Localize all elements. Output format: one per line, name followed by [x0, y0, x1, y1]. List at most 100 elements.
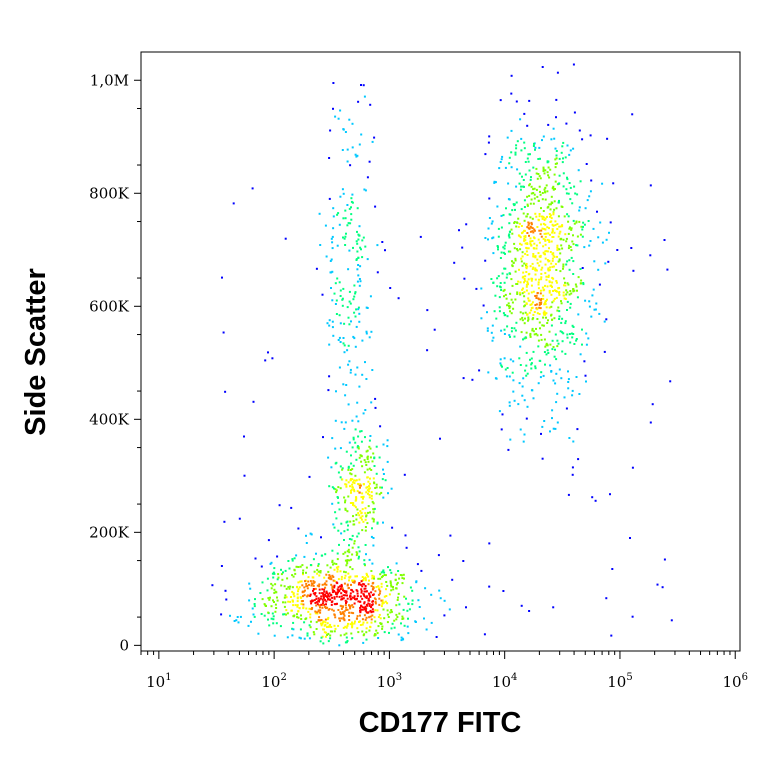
event-point [537, 158, 540, 160]
event-point [351, 485, 354, 488]
event-point [345, 479, 348, 482]
event-point [563, 297, 566, 300]
event-point [519, 311, 522, 314]
event-point [335, 491, 338, 494]
event-point [358, 234, 361, 237]
event-point [495, 377, 498, 380]
event-point [501, 272, 504, 275]
event-point [355, 155, 358, 158]
event-point [363, 601, 366, 604]
event-point [605, 318, 608, 321]
event-point [547, 232, 550, 235]
event-point [295, 554, 298, 557]
event-point [564, 322, 567, 325]
event-point [537, 218, 540, 221]
event-point [565, 188, 568, 191]
event-point [363, 595, 366, 597]
event-point [366, 458, 369, 460]
event-point [346, 584, 349, 587]
event-point [578, 209, 581, 212]
event-point [355, 513, 358, 516]
event-point [544, 239, 547, 242]
event-point [296, 593, 299, 596]
event-point [359, 611, 362, 614]
event-point [259, 592, 262, 594]
event-point [354, 441, 357, 444]
event-point [511, 265, 514, 268]
event-point [523, 262, 526, 265]
event-point [299, 565, 302, 568]
event-point [514, 257, 517, 260]
event-point [345, 483, 348, 486]
event-point [340, 578, 343, 581]
event-point [392, 588, 395, 591]
event-point [360, 590, 363, 593]
event-point [358, 514, 361, 517]
event-point [545, 232, 548, 235]
event-point [571, 202, 574, 205]
event-point [559, 225, 562, 228]
event-point [367, 597, 370, 600]
event-point [373, 465, 376, 467]
event-point [396, 616, 399, 618]
event-point [380, 599, 383, 602]
event-point [331, 235, 334, 238]
event-point [339, 611, 342, 614]
event-point [532, 255, 535, 258]
event-point [551, 265, 554, 268]
event-point [344, 604, 347, 607]
event-point [354, 291, 357, 294]
event-point [281, 578, 284, 581]
event-point [550, 240, 553, 243]
event-point [520, 225, 523, 227]
event-point [546, 298, 548, 301]
event-point [353, 482, 356, 485]
event-point [367, 511, 369, 514]
event-point [631, 615, 634, 618]
event-point [508, 375, 511, 378]
event-point [534, 267, 537, 270]
event-point [560, 205, 563, 208]
event-point [502, 251, 505, 254]
event-point [518, 268, 520, 271]
event-point [366, 621, 369, 624]
event-point [371, 517, 374, 520]
event-point [526, 405, 529, 408]
event-point [350, 632, 353, 635]
event-point [364, 409, 367, 411]
event-point [382, 569, 385, 572]
event-point [381, 599, 384, 602]
event-point [510, 92, 513, 95]
event-point [544, 363, 546, 366]
event-point [268, 624, 271, 627]
event-point [369, 295, 372, 298]
event-point [519, 188, 522, 191]
event-point [395, 583, 398, 586]
event-point [354, 373, 357, 376]
event-point [343, 539, 345, 541]
event-point [382, 496, 385, 499]
event-point [311, 576, 314, 579]
event-point [312, 631, 315, 634]
event-point [493, 310, 496, 313]
event-point [326, 592, 328, 595]
event-point [544, 243, 547, 246]
event-point [573, 222, 576, 225]
event-point [575, 338, 578, 340]
event-point [522, 212, 525, 215]
event-point [565, 289, 568, 292]
event-point [537, 345, 540, 348]
event-point [545, 342, 548, 345]
event-point [582, 282, 585, 284]
event-point [324, 586, 327, 589]
event-point [318, 212, 321, 215]
event-point [382, 473, 385, 475]
event-point [332, 107, 334, 110]
event-point [585, 380, 587, 383]
event-point [373, 577, 375, 580]
event-point [530, 198, 533, 201]
event-point [502, 312, 505, 315]
event-point [566, 213, 569, 216]
event-point [330, 237, 333, 240]
event-point [651, 403, 654, 406]
